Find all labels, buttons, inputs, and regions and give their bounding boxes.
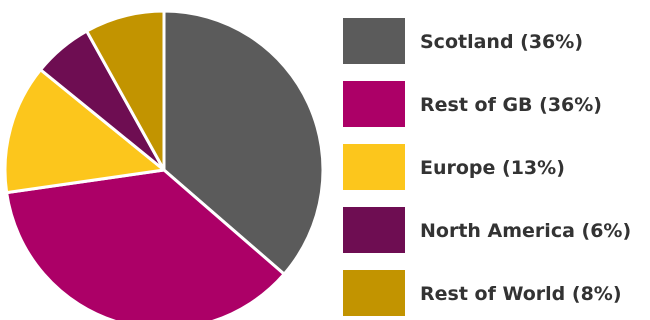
legend-item-rest-of-world: Rest of World (8%) (343, 270, 622, 316)
legend-item-scotland: Scotland (36%) (343, 18, 583, 64)
pie-slice-europe (3, 68, 166, 195)
legend-swatch-scotland (343, 18, 405, 64)
pie-slice-rest-of-gb (5, 168, 286, 320)
pie-slice-rest-of-world (85, 9, 166, 172)
legend-item-europe: Europe (13%) (343, 144, 565, 190)
legend-label-north-america: North America (6%) (420, 220, 631, 242)
pie-slices (3, 9, 325, 320)
legend-item-rest-of-gb: Rest of GB (36%) (343, 81, 602, 127)
legend-label-rest-of-gb: Rest of GB (36%) (420, 94, 602, 116)
legend: Scotland (36%) Rest of GB (36%) Europe (13… (343, 18, 631, 316)
legend-item-north-america: North America (6%) (343, 207, 631, 253)
legend-swatch-rest-of-gb (343, 81, 405, 127)
legend-label-scotland: Scotland (36%) (420, 31, 583, 53)
legend-swatch-north-america (343, 207, 405, 253)
legend-label-rest-of-world: Rest of World (8%) (420, 283, 622, 305)
legend-swatch-rest-of-world (343, 270, 405, 316)
legend-swatch-europe (343, 144, 405, 190)
pie-slice-scotland (162, 9, 325, 276)
legend-label-europe: Europe (13%) (420, 157, 565, 179)
